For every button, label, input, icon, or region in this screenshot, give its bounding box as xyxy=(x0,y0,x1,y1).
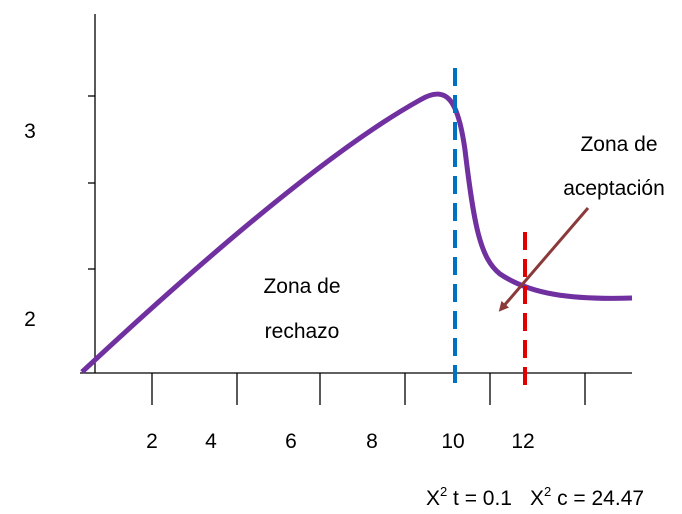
formula: X2 t = 0.1 X2 c = 24.47 xyxy=(426,484,644,510)
formula-base: X xyxy=(426,487,440,510)
formula-base: X xyxy=(530,487,544,510)
x-label: 12 xyxy=(511,430,534,453)
arrow xyxy=(498,207,590,312)
y-label: 2 xyxy=(24,308,36,331)
x-label: 10 xyxy=(441,430,464,453)
zone-label: aceptación xyxy=(563,177,665,200)
zone-label: rechazo xyxy=(265,320,340,343)
zone-label: Zona de xyxy=(263,275,340,298)
x-label: 4 xyxy=(205,430,217,453)
x-label: 8 xyxy=(366,430,378,453)
formula-rest: c = 24.47 xyxy=(551,487,644,510)
zone-label: Zona de xyxy=(580,133,657,156)
formula-sup: 2 xyxy=(544,484,551,499)
y-ticks xyxy=(88,95,95,270)
curve xyxy=(80,91,633,374)
x-labels: 2 4 6 8 10 12 xyxy=(146,430,535,453)
y-label: 3 xyxy=(24,120,36,143)
x-label: 6 xyxy=(285,430,297,453)
x-ticks xyxy=(151,373,586,405)
x-label: 2 xyxy=(146,430,158,453)
formula-sup: 2 xyxy=(440,484,447,499)
formula-rest: t = 0.1 xyxy=(447,487,512,510)
